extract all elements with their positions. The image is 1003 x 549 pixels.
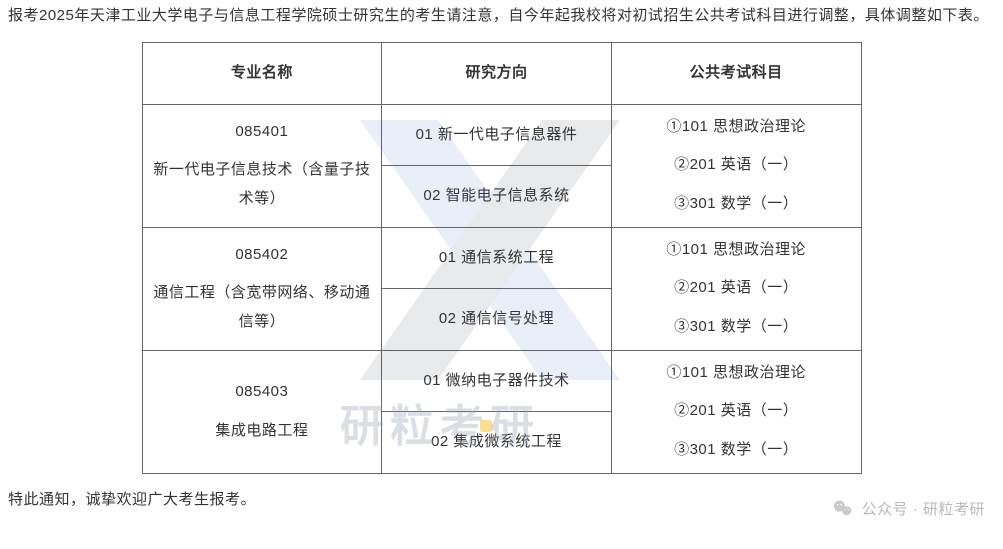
major-cell: 085403 集成电路工程 (142, 350, 382, 473)
exam-line: ①101 思想政治理论 (666, 359, 806, 388)
direction-cell: 02 通信信号处理 (382, 289, 612, 351)
direction-cell: 02 智能电子信息系统 (382, 166, 612, 228)
exam-line: ②201 英语（一） (674, 274, 798, 303)
intro-paragraph: 报考2025年天津工业大学电子与信息工程学院硕士研究生的考生请注意，自今年起我校… (8, 4, 995, 28)
header-major: 专业名称 (142, 43, 382, 105)
direction-cell: 01 新一代电子信息器件 (382, 104, 612, 166)
exam-line: ①101 思想政治理论 (666, 236, 806, 265)
exam-line: ③301 数学（一） (674, 436, 798, 465)
major-name: 集成电路工程 (215, 417, 308, 446)
exam-line: ③301 数学（一） (674, 190, 798, 219)
exam-cell: ①101 思想政治理论 ②201 英语（一） ③301 数学（一） (611, 104, 861, 227)
wechat-source-badge: 公众号 · 研粒考研 (832, 497, 985, 519)
wechat-source-label: 公众号 · 研粒考研 (862, 498, 985, 519)
major-code: 085403 (235, 378, 288, 407)
exam-adjustment-table: 专业名称 研究方向 公共考试科目 085401 新一代电子信息技术（含量子技术等… (142, 42, 862, 474)
exam-line: ③301 数学（一） (674, 313, 798, 342)
direction-cell: 02 集成微系统工程 (382, 412, 612, 474)
exam-line: ②201 英语（一） (674, 397, 798, 426)
exam-cell: ①101 思想政治理论 ②201 英语（一） ③301 数学（一） (611, 227, 861, 350)
wechat-icon (832, 497, 854, 519)
major-cell: 085402 通信工程（含宽带网络、移动通信等） (142, 227, 382, 350)
direction-cell: 01 通信系统工程 (382, 227, 612, 289)
direction-cell: 01 微纳电子器件技术 (382, 350, 612, 412)
table-row: 085403 集成电路工程 01 微纳电子器件技术 ①101 思想政治理论 ②2… (142, 350, 861, 412)
table-header-row: 专业名称 研究方向 公共考试科目 (142, 43, 861, 105)
major-code: 085402 (235, 241, 288, 270)
major-name: 新一代电子信息技术（含量子技术等） (153, 156, 372, 213)
exam-line: ①101 思想政治理论 (666, 113, 806, 142)
header-direction: 研究方向 (382, 43, 612, 105)
major-cell: 085401 新一代电子信息技术（含量子技术等） (142, 104, 382, 227)
major-name: 通信工程（含宽带网络、移动通信等） (153, 279, 372, 336)
table-row: 085402 通信工程（含宽带网络、移动通信等） 01 通信系统工程 ①101 … (142, 227, 861, 289)
exam-cell: ①101 思想政治理论 ②201 英语（一） ③301 数学（一） (611, 350, 861, 473)
table-row: 085401 新一代电子信息技术（含量子技术等） 01 新一代电子信息器件 ①1… (142, 104, 861, 166)
major-code: 085401 (235, 118, 288, 147)
exam-line: ②201 英语（一） (674, 151, 798, 180)
header-exam: 公共考试科目 (611, 43, 861, 105)
